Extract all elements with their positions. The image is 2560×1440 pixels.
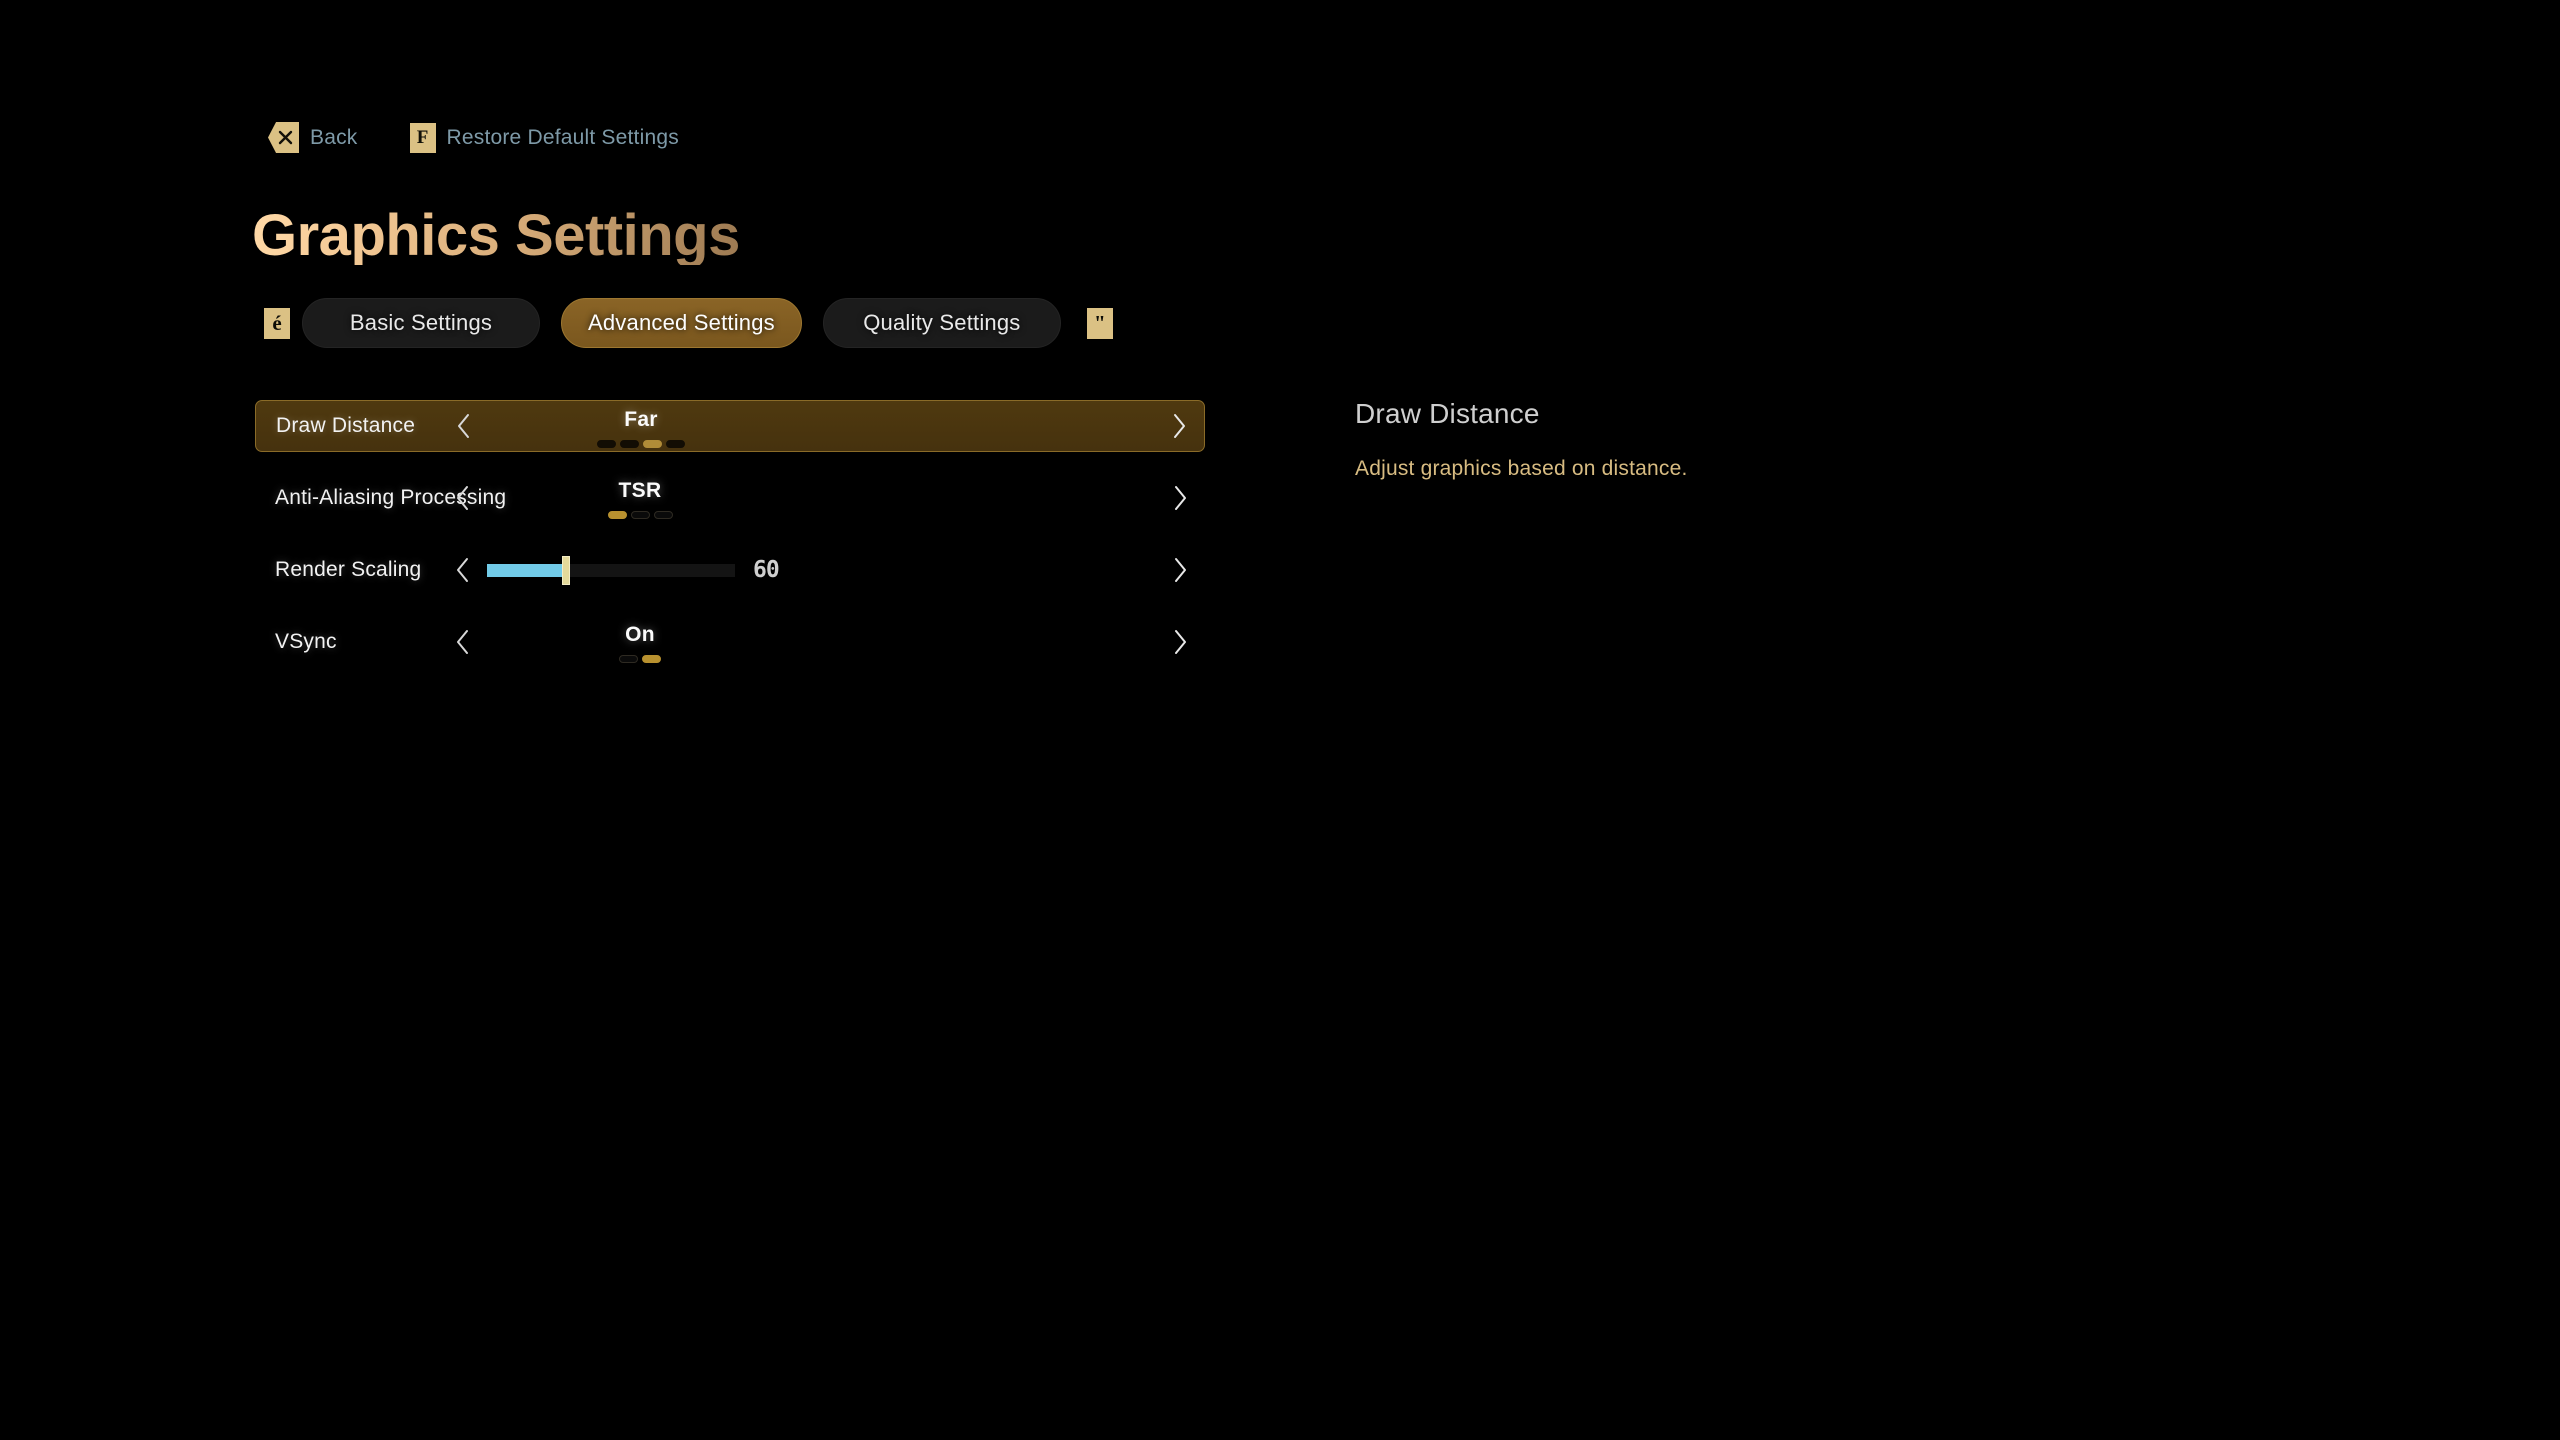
setting-label: Draw Distance [276,414,416,437]
slider-handle[interactable] [562,555,571,585]
step-pip-active [642,654,661,663]
setting-label: Anti-Aliasing Processing [275,486,507,509]
increment-arrow-icon[interactable] [1162,409,1196,443]
slider-fill [487,563,567,577]
setting-row-anti-aliasing-processing[interactable]: Anti-Aliasing Processing TSR [255,472,1205,524]
step-pip [620,439,639,448]
step-pip-active [643,439,662,448]
description-panel: Draw Distance Adjust graphics based on d… [1355,400,1975,483]
setting-row-draw-distance[interactable]: Draw Distance Far [255,400,1205,452]
increment-arrow-icon[interactable] [1163,625,1197,659]
step-pip [630,510,650,519]
tab-bar: é Basic Settings Advanced Settings Quali… [264,298,1113,348]
close-x-icon [268,122,299,153]
decrement-arrow-icon[interactable] [445,625,479,659]
page-title: Graphics Settings [252,203,740,268]
back-button[interactable]: Back [268,122,358,153]
back-label: Back [310,125,358,149]
step-indicator [607,510,673,519]
step-indicator [619,654,661,663]
tab-basic-settings[interactable]: Basic Settings [302,298,540,348]
setting-row-vsync[interactable]: VSync On [255,616,1205,668]
setting-label: Render Scaling [275,558,422,581]
setting-label: VSync [275,630,337,653]
step-indicator [597,439,685,448]
render-scaling-value: 60 [753,556,780,583]
tab-prev-key-hint-icon: é [264,307,290,339]
tab-advanced-settings[interactable]: Advanced Settings [561,298,802,348]
restore-default-settings-label: Restore Default Settings [446,125,679,149]
description-body: Adjust graphics based on distance. [1355,457,1688,480]
f-key-icon: F [409,122,436,153]
description-title: Draw Distance [1355,398,1540,429]
decrement-arrow-icon[interactable] [445,553,479,587]
step-pip [619,654,638,663]
increment-arrow-icon[interactable] [1163,553,1197,587]
setting-value: Far [624,407,658,431]
restore-default-settings-button[interactable]: F Restore Default Settings [409,122,679,153]
step-pip [666,439,685,448]
render-scaling-slider[interactable] [487,555,735,585]
tab-next-key-hint-icon: " [1086,307,1113,339]
setting-row-render-scaling[interactable]: Render Scaling 60 [255,544,1205,596]
step-pip [653,510,673,519]
tab-quality-settings[interactable]: Quality Settings [822,298,1061,348]
step-pip [597,439,616,448]
setting-value: On [625,622,655,646]
top-action-bar: Back F Restore Default Settings [268,122,679,153]
setting-value: TSR [618,478,662,502]
settings-list: Draw Distance Far [255,400,1205,688]
increment-arrow-icon[interactable] [1163,481,1197,515]
decrement-arrow-icon[interactable] [446,409,480,443]
decrement-arrow-icon[interactable] [445,481,479,515]
step-pip-active [607,510,627,519]
